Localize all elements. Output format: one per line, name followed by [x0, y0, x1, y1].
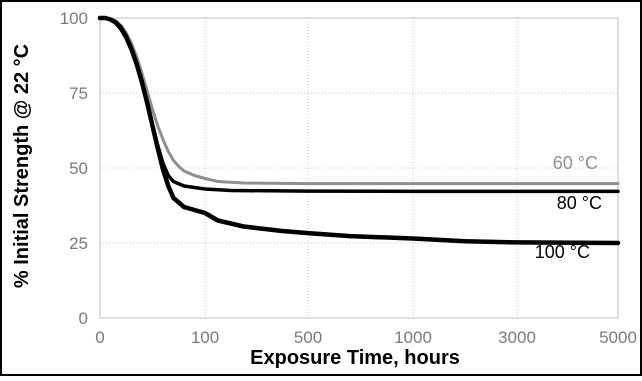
series-label: 100 °C	[535, 242, 590, 262]
x-tick-label: 0	[95, 328, 104, 347]
y-tick-label: 100	[60, 9, 88, 28]
x-tick-label: 3000	[498, 328, 536, 347]
series-label: 60 °C	[553, 153, 598, 173]
series-label: 80 °C	[557, 193, 602, 213]
y-tick-label: 75	[69, 84, 88, 103]
x-axis-label: Exposure Time, hours	[250, 347, 460, 369]
series-layer	[97, 15, 621, 246]
series-line	[97, 15, 621, 246]
y-axis-label: % Initial Strength @ 22 °C	[11, 44, 33, 288]
label-layer: 60 °C 80 °C 100 °C	[535, 153, 602, 262]
x-tick-label: 5000	[599, 328, 637, 347]
y-tick-label: 0	[79, 309, 88, 328]
x-tick-label: 500	[294, 328, 322, 347]
y-tick-label: 25	[69, 234, 88, 253]
grid-layer	[100, 18, 618, 318]
plot-border	[99, 17, 619, 319]
x-tick-label: 1000	[394, 328, 432, 347]
y-tick-label: 50	[69, 159, 88, 178]
x-tick-label: 100	[191, 328, 219, 347]
